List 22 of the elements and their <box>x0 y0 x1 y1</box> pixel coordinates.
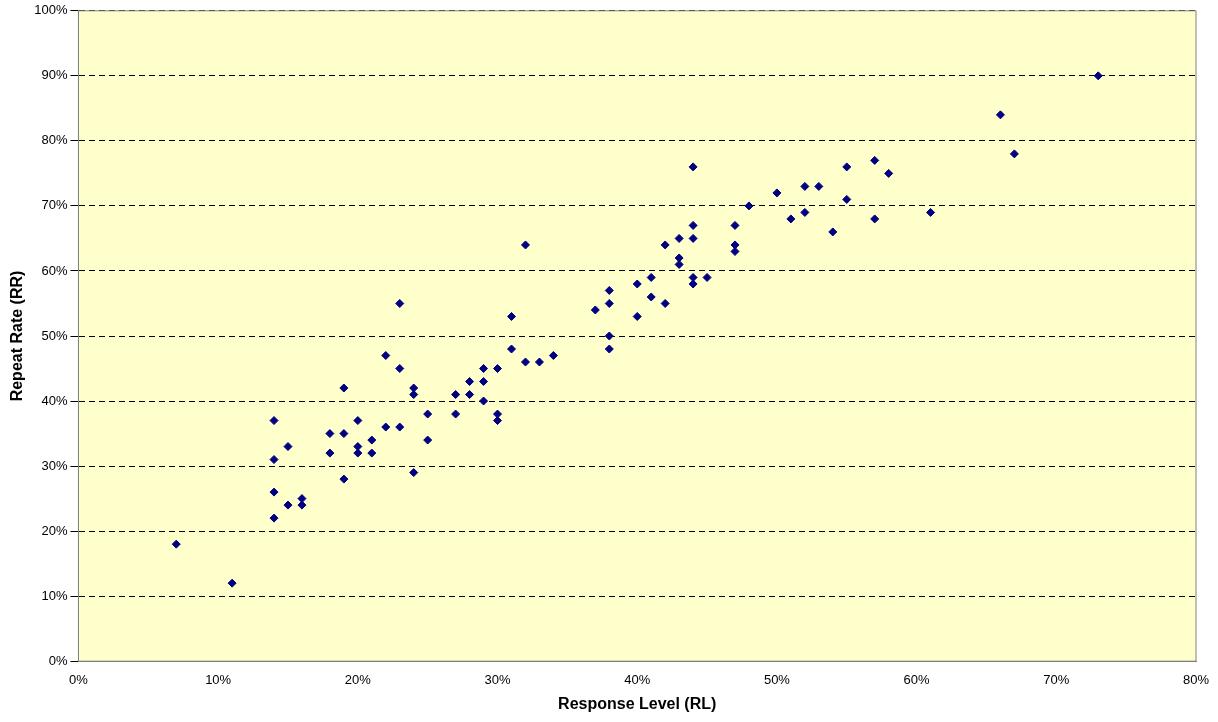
x-axis-title: Response Level (RL) <box>558 694 717 712</box>
y-tick-label: 50% <box>41 327 68 343</box>
x-tick-label: 10% <box>205 671 232 687</box>
x-tick-label: 20% <box>344 671 372 687</box>
y-tick-label: 0% <box>48 652 68 668</box>
y-tick-label: 70% <box>41 197 68 213</box>
y-tick-label: 60% <box>41 262 68 278</box>
y-tick-label: 20% <box>41 522 68 538</box>
x-tick-label: 70% <box>1043 671 1070 687</box>
x-tick-label: 80% <box>1182 671 1210 687</box>
y-tick-label: 90% <box>41 67 68 83</box>
x-tick-label: 50% <box>763 671 791 687</box>
y-axis-title: Repeat Rate (RR) <box>8 270 26 402</box>
x-tick-label: 0% <box>69 671 89 687</box>
y-tick-label: 10% <box>41 587 68 603</box>
y-tick-label: 30% <box>41 457 68 473</box>
y-tick-label: 80% <box>41 132 68 148</box>
x-tick-label: 40% <box>624 671 651 687</box>
y-tick-label: 40% <box>41 392 68 408</box>
x-tick-label: 60% <box>903 671 931 687</box>
y-tick-label: 100% <box>34 2 68 18</box>
x-tick-label: 30% <box>484 671 511 687</box>
